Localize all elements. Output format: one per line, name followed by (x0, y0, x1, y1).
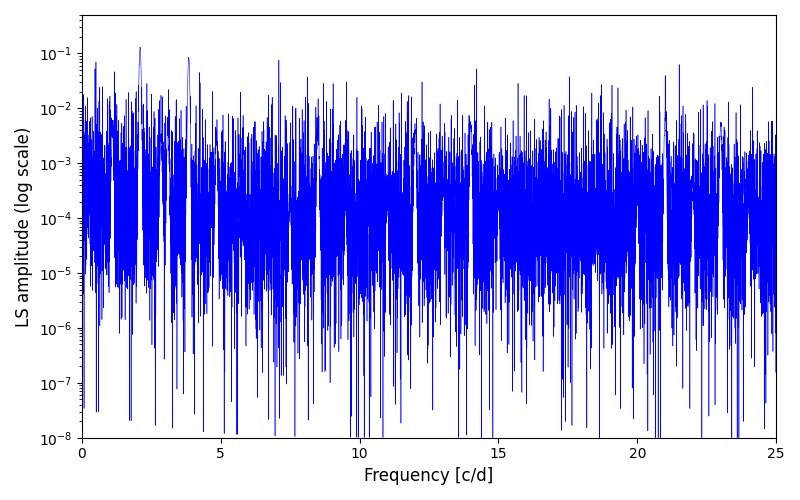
Y-axis label: LS amplitude (log scale): LS amplitude (log scale) (15, 126, 33, 326)
X-axis label: Frequency [c/d]: Frequency [c/d] (364, 467, 494, 485)
